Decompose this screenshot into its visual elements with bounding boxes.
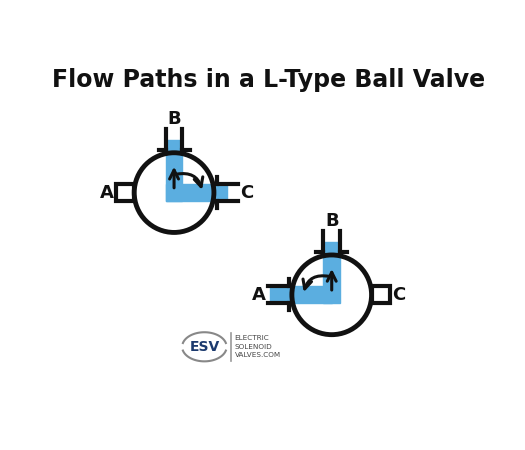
- Text: A: A: [100, 184, 114, 202]
- Bar: [270, 287, 332, 303]
- Text: SOLENOID: SOLENOID: [235, 344, 272, 350]
- Bar: [166, 140, 182, 201]
- Text: C: C: [240, 184, 254, 202]
- Text: B: B: [167, 110, 181, 128]
- Bar: [323, 242, 340, 303]
- Bar: [166, 184, 227, 201]
- Text: VALVES.COM: VALVES.COM: [235, 352, 281, 359]
- Bar: [372, 287, 390, 303]
- Text: C: C: [392, 286, 405, 304]
- Text: A: A: [252, 286, 266, 304]
- Text: ELECTRIC: ELECTRIC: [235, 335, 269, 341]
- Text: B: B: [325, 212, 339, 230]
- Text: ESV: ESV: [189, 340, 219, 354]
- Text: Flow Paths in a L-Type Ball Valve: Flow Paths in a L-Type Ball Valve: [52, 68, 486, 92]
- Bar: [116, 184, 134, 201]
